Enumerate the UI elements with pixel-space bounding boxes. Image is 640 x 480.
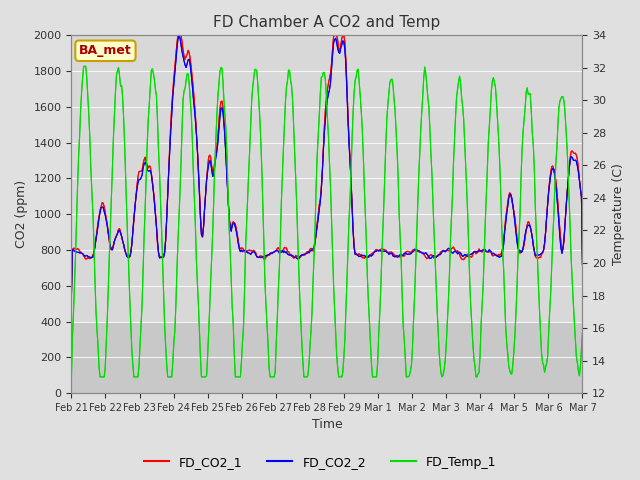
X-axis label: Time: Time (312, 419, 342, 432)
Title: FD Chamber A CO2 and Temp: FD Chamber A CO2 and Temp (213, 15, 440, 30)
Text: BA_met: BA_met (79, 44, 132, 57)
Bar (72, 36, 582, 322)
Legend: FD_CO2_1, FD_CO2_2, FD_Temp_1: FD_CO2_1, FD_CO2_2, FD_Temp_1 (139, 451, 501, 474)
Y-axis label: CO2 (ppm): CO2 (ppm) (15, 180, 28, 248)
Y-axis label: Temperature (C): Temperature (C) (612, 163, 625, 265)
